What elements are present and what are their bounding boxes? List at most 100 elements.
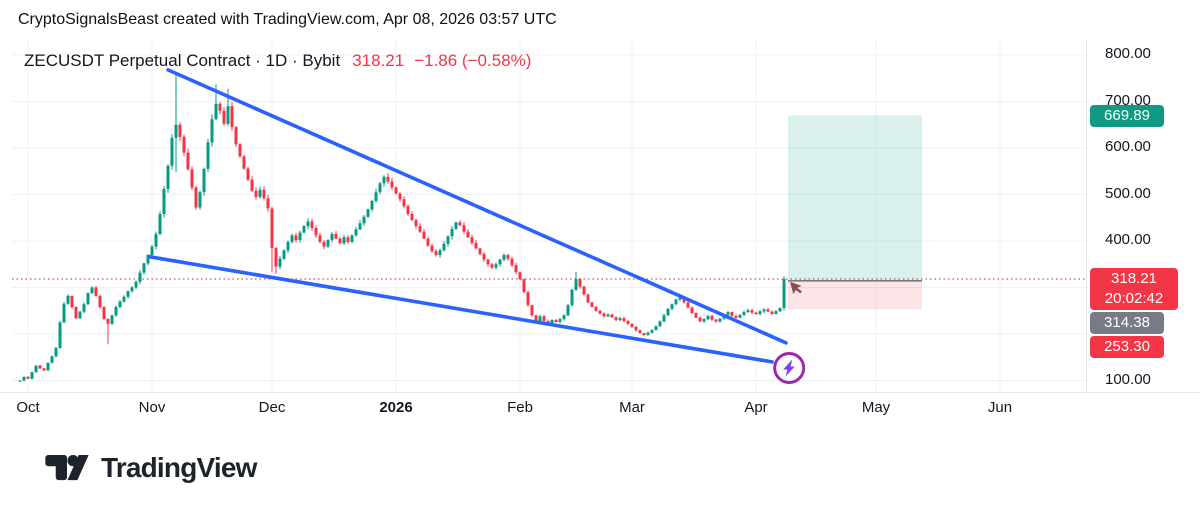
- candle-body: [650, 329, 654, 333]
- candle-body: [70, 295, 74, 308]
- candle-body: [626, 321, 630, 324]
- candle-body: [398, 193, 402, 200]
- chart-title: ZECUSDT Perpetual Contract · 1D · Bybit 3…: [24, 51, 531, 71]
- month-label-Mar: Mar: [619, 399, 645, 416]
- candle-body: [262, 189, 266, 199]
- symbol-name[interactable]: ZECUSDT Perpetual Contract · 1D · Bybit: [24, 51, 341, 70]
- candle-body: [394, 187, 398, 194]
- candle-body: [354, 229, 358, 236]
- month-label-Dec: Dec: [258, 399, 286, 416]
- chart-plot-area[interactable]: [12, 40, 1086, 392]
- price-label-600: 600.00: [1105, 138, 1151, 155]
- long-position-stop-box[interactable]: [788, 280, 922, 310]
- candle-body: [518, 272, 522, 280]
- candle-body: [222, 110, 226, 124]
- last-price-text: 318.21: [352, 51, 405, 70]
- candle-body: [438, 250, 442, 255]
- candle-body: [230, 106, 234, 128]
- candle-body: [714, 319, 718, 322]
- candle-body: [322, 241, 326, 247]
- candle-body: [426, 238, 430, 246]
- price-label-500: 500.00: [1105, 184, 1151, 202]
- candle-body: [630, 323, 634, 328]
- candle-body: [402, 199, 406, 207]
- candle-body: [286, 241, 290, 251]
- upper-trendline[interactable]: [166, 68, 788, 345]
- tradingview-logo-icon: [45, 455, 89, 481]
- candle-body: [210, 119, 214, 143]
- candle-body: [414, 220, 418, 227]
- candle-body: [646, 332, 650, 335]
- candle-body: [258, 189, 262, 197]
- candle-body: [422, 231, 426, 239]
- candle-body: [194, 187, 198, 208]
- candle-body: [74, 307, 78, 319]
- candle-body: [642, 333, 646, 335]
- candle-body: [290, 235, 294, 242]
- candle-body: [766, 309, 770, 312]
- candle-body: [270, 208, 274, 248]
- candle-body: [78, 311, 82, 319]
- candle-body: [266, 198, 270, 209]
- candle-body: [718, 318, 722, 322]
- candle-body: [134, 281, 138, 288]
- candle-body: [458, 222, 462, 226]
- candle-body: [358, 223, 362, 230]
- candle-body: [502, 255, 506, 260]
- candle-body: [366, 209, 370, 217]
- candle-body: [474, 242, 478, 249]
- candle-body: [498, 259, 502, 265]
- lightning-marker-icon[interactable]: [773, 351, 806, 384]
- candle-body: [306, 221, 310, 227]
- candle-body: [654, 326, 658, 330]
- candle-body: [762, 309, 766, 312]
- candle-body: [382, 176, 386, 184]
- candle-body: [362, 216, 366, 224]
- time-scale[interactable]: Oct Nov Dec 2026 Feb Mar Apr May Jun: [0, 392, 1200, 423]
- candle-body: [734, 315, 738, 318]
- candle-body: [746, 310, 750, 313]
- candle-body: [662, 315, 666, 322]
- candle-body: [338, 238, 342, 244]
- candle-body: [594, 307, 598, 311]
- candle-body: [638, 330, 642, 334]
- candle-body: [586, 294, 590, 303]
- candle-body: [234, 127, 238, 145]
- candle-body: [310, 221, 314, 228]
- candle-body: [674, 299, 678, 305]
- candle-body: [334, 234, 338, 239]
- tradingview-logo[interactable]: TradingView: [45, 452, 257, 484]
- candle-body: [282, 250, 286, 259]
- candle-body: [670, 304, 674, 309]
- price-scale[interactable]: 800.00 700.00 600.00 500.00 400.00 100.00 669.…: [1086, 40, 1200, 392]
- month-label-Apr: Apr: [744, 399, 768, 416]
- candle-body: [774, 311, 778, 314]
- candle-body: [686, 302, 690, 308]
- price-change-text: −1.86 (−0.58%): [414, 51, 532, 70]
- lower-trendline[interactable]: [148, 255, 774, 364]
- candle-body: [578, 279, 582, 287]
- candle-body: [186, 152, 190, 170]
- candle-body: [250, 179, 254, 191]
- candle-body: [530, 305, 534, 316]
- candle-body: [634, 327, 638, 331]
- candle-body: [694, 313, 698, 318]
- candle-body: [738, 314, 742, 318]
- candlestick-chart[interactable]: [12, 40, 1086, 392]
- candle-body: [166, 165, 170, 189]
- candle-body: [198, 192, 202, 208]
- candle-body: [778, 308, 782, 312]
- candle-body: [298, 232, 302, 240]
- candle-body: [206, 142, 210, 169]
- candle-body: [22, 376, 26, 381]
- candle-body: [754, 312, 758, 314]
- candle-body: [482, 254, 486, 260]
- candle-body: [782, 279, 786, 308]
- candle-body: [182, 136, 186, 153]
- candle-body: [678, 297, 682, 300]
- month-label-Nov: Nov: [138, 399, 166, 416]
- long-position-target-box[interactable]: [788, 115, 922, 281]
- candle-body: [386, 176, 390, 182]
- candle-body: [106, 319, 110, 324]
- month-label-Oct: Oct: [16, 399, 40, 416]
